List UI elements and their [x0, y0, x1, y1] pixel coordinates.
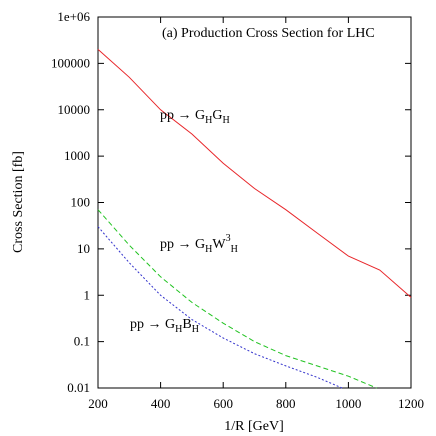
x-tick-label: 1200 — [398, 396, 424, 411]
series-label-gh-gh: pp → GHGH — [160, 108, 230, 126]
y-tick-label: 1 — [84, 287, 91, 302]
series-line-1 — [97, 209, 377, 389]
x-tick-label: 1000 — [335, 396, 361, 411]
x-tick-label: 200 — [88, 396, 108, 411]
y-tick-label: 0.01 — [67, 380, 90, 395]
y-axis-label: Cross Section [fb] — [11, 151, 26, 253]
x-axis-label: 1/R [GeV] — [224, 419, 284, 434]
y-tick-label: 1e+06 — [57, 9, 90, 24]
series-layer — [97, 49, 412, 389]
y-tick-label: 10 — [77, 241, 90, 256]
series-line-0 — [97, 49, 412, 298]
plot-frame — [97, 16, 412, 389]
series-line-2 — [97, 226, 343, 389]
y-tick-label: 1000 — [64, 148, 90, 163]
series-label-gh-bh: pp → GHBH — [130, 317, 199, 335]
y-tick-label: 10000 — [58, 102, 91, 117]
y-tick-label: 100000 — [51, 55, 90, 70]
x-tick-label: 400 — [151, 396, 171, 411]
chart-title: (a) Production Cross Section for LHC — [162, 26, 375, 41]
y-tick-label: 100 — [71, 195, 91, 210]
series-label-gh-w3h: pp → GHW3H — [160, 233, 238, 255]
axis-ticks: 200 400 600 800 1000 1200 0.01 0.1 1 10 100 1000 100… — [51, 9, 424, 411]
y-tick-label: 0.1 — [74, 334, 90, 349]
x-tick-label: 600 — [213, 396, 233, 411]
x-tick-label: 800 — [276, 396, 296, 411]
